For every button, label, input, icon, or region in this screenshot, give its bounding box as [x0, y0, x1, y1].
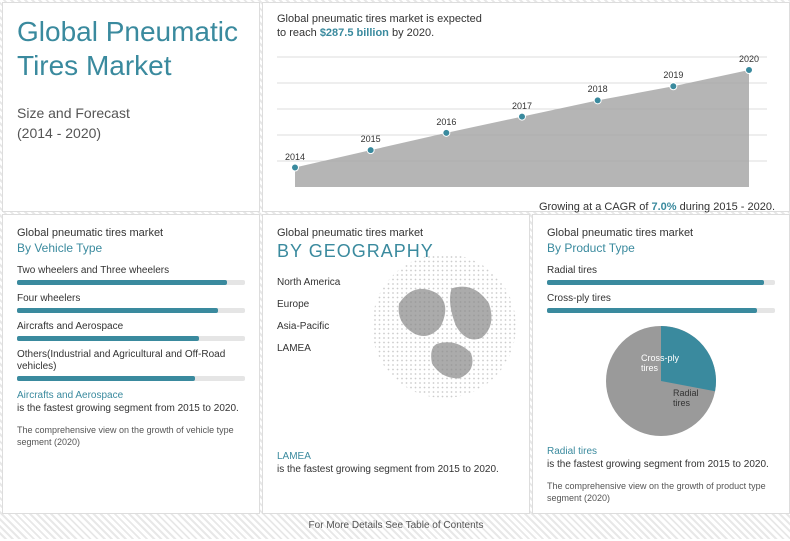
bar-row: Radial tires	[547, 265, 775, 285]
year-label: 2016	[436, 117, 456, 127]
svg-text:tires: tires	[673, 398, 691, 408]
bar-row: Two wheelers and Three wheelers	[17, 265, 245, 285]
year-label: 2014	[285, 152, 305, 162]
pie-radial-label: Radial	[673, 388, 699, 398]
year-label: 2015	[361, 134, 381, 144]
bar-fill	[547, 308, 757, 313]
geo-title: Global pneumatic tires market	[277, 227, 515, 239]
svg-text:tires: tires	[641, 363, 659, 373]
growth-area-chart: 2014 2015 2016 2017 2018 2019 2020	[277, 45, 775, 195]
geography-panel: Global pneumatic tires market BY GEOGRAP…	[262, 214, 530, 514]
product-category: By Product Type	[547, 241, 775, 255]
bar-fill	[17, 336, 199, 341]
bar-label: Cross-ply tires	[547, 293, 775, 305]
title-panel: Global Pneumatic Tires Market Size and F…	[2, 2, 260, 212]
bar-track	[17, 336, 245, 341]
product-title: Global pneumatic tires market	[547, 227, 775, 239]
page-title: Global Pneumatic Tires Market	[17, 15, 245, 82]
bar-fill	[547, 280, 764, 285]
vehicle-note: The comprehensive view on the growth of …	[17, 425, 245, 448]
bar-row: Aircrafts and Aerospace	[17, 321, 245, 341]
bar-row: Cross-ply tires	[547, 293, 775, 313]
pie-cross-label: Cross-ply	[641, 353, 680, 363]
product-type-panel: Global pneumatic tires market By Product…	[532, 214, 790, 514]
bar-track	[17, 308, 245, 313]
year-label: 2020	[739, 54, 759, 64]
chart-intro-1: Global pneumatic tires market is expecte…	[277, 13, 775, 25]
bar-label: Two wheelers and Three wheelers	[17, 265, 245, 277]
chart-intro-2: to reach $287.5 billion by 2020.	[277, 27, 775, 39]
product-pie-chart: Cross-ply tires Radial tires	[601, 321, 721, 441]
bar-fill	[17, 280, 227, 285]
bar-track	[17, 280, 245, 285]
vehicle-type-panel: Global pneumatic tires market By Vehicle…	[2, 214, 260, 514]
bar-row: Others(Industrial and Agricultural and O…	[17, 349, 245, 381]
vehicle-title: Global pneumatic tires market	[17, 227, 245, 239]
subtitle-1: Size and Forecast	[17, 104, 245, 124]
vehicle-highlight: Aircrafts and Aerospace is the fastest g…	[17, 389, 245, 415]
product-note: The comprehensive view on the growth of …	[547, 481, 775, 504]
bar-fill	[17, 376, 195, 381]
bar-row: Four wheelers	[17, 293, 245, 313]
growth-chart-panel: Global pneumatic tires market is expecte…	[262, 2, 790, 212]
vehicle-bars: Two wheelers and Three wheelers Four whe…	[17, 265, 245, 381]
bar-label: Four wheelers	[17, 293, 245, 305]
geo-highlight: LAMEA is the fastest growing segment fro…	[277, 450, 515, 476]
bar-label: Aircrafts and Aerospace	[17, 321, 245, 333]
year-label: 2017	[512, 101, 532, 111]
bar-label: Radial tires	[547, 265, 775, 277]
chart-footer: Growing at a CAGR of 7.0% during 2015 - …	[277, 201, 775, 213]
page-footer: For More Details See Table of Contents	[2, 516, 790, 541]
vehicle-category: By Vehicle Type	[17, 241, 245, 255]
subtitle-2: (2014 - 2020)	[17, 124, 245, 144]
year-label: 2019	[663, 70, 683, 80]
bar-track	[547, 308, 775, 313]
globe-icon	[369, 251, 519, 401]
bar-fill	[17, 308, 218, 313]
bar-track	[17, 376, 245, 381]
bar-label: Others(Industrial and Agricultural and O…	[17, 349, 245, 373]
product-highlight: Radial tires is the fastest growing segm…	[547, 445, 775, 471]
bar-track	[547, 280, 775, 285]
product-bars: Radial tires Cross-ply tires	[547, 265, 775, 313]
year-label: 2018	[588, 84, 608, 94]
